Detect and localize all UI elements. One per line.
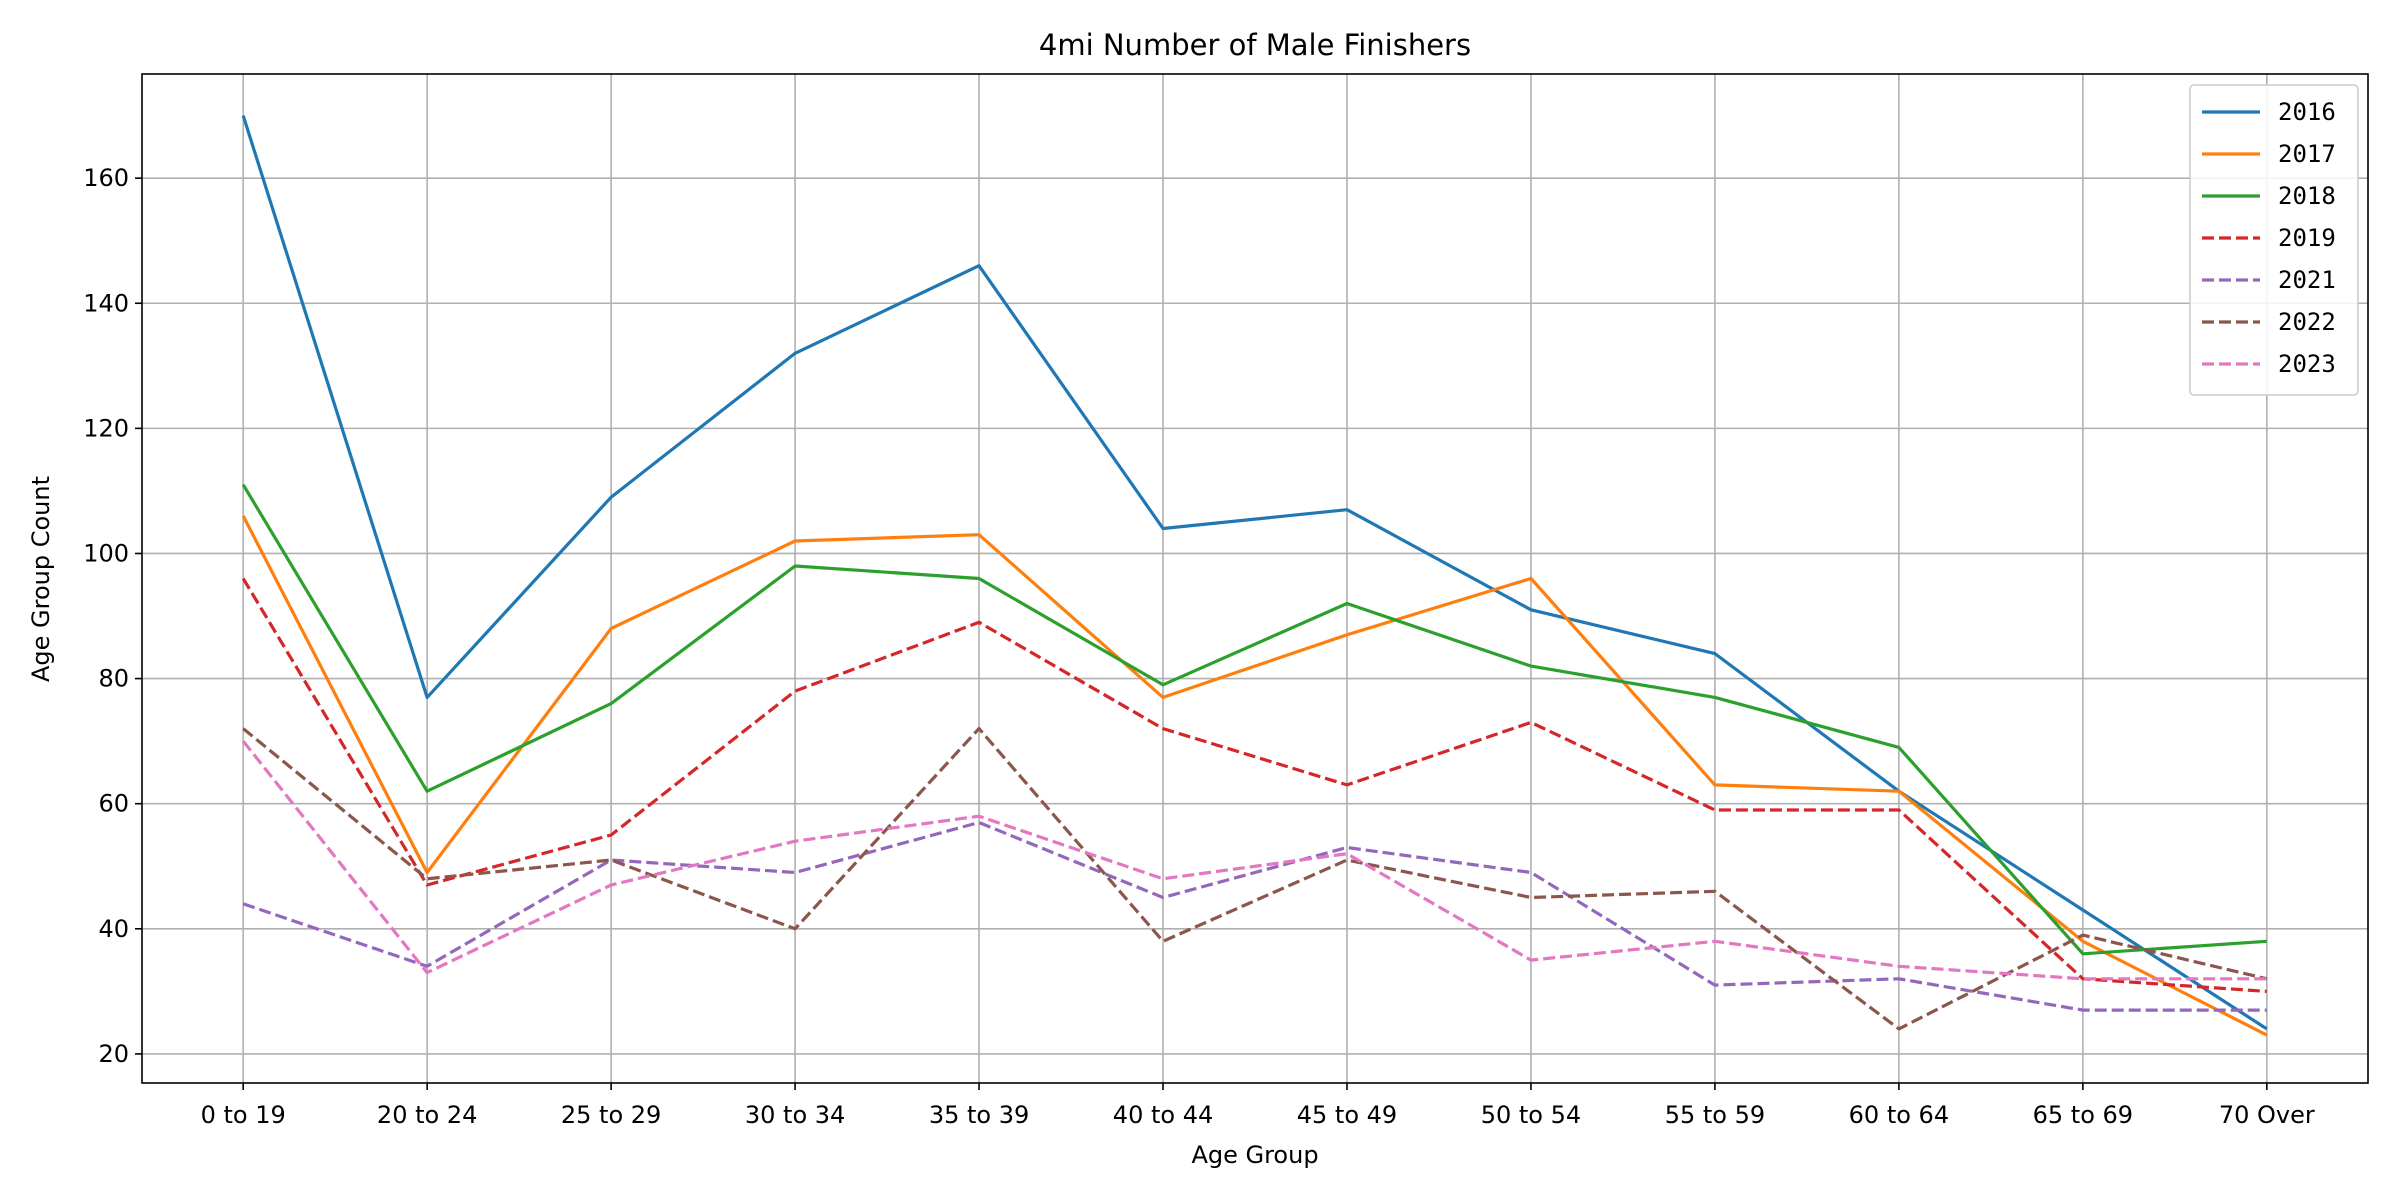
x-tick-label: 35 to 39 — [929, 1101, 1029, 1129]
y-tick-label: 100 — [83, 539, 129, 567]
x-tick-label: 55 to 59 — [1665, 1101, 1765, 1129]
y-tick-label: 80 — [98, 665, 129, 693]
x-tick-label: 45 to 49 — [1297, 1101, 1397, 1129]
y-tick-label: 160 — [83, 164, 129, 192]
legend-label-2017: 2017 — [2278, 140, 2336, 168]
chart-title: 4mi Number of Male Finishers — [1039, 28, 1471, 62]
x-tick-label: 30 to 34 — [745, 1101, 845, 1129]
series-line-2018 — [241, 483, 2267, 956]
series-line-2021 — [242, 820, 2267, 1012]
legend-label-2019: 2019 — [2278, 224, 2336, 252]
y-tick-label: 140 — [83, 289, 129, 317]
plot-frame — [141, 73, 2369, 1084]
legend-label-2022: 2022 — [2278, 308, 2336, 336]
legend-label-2023: 2023 — [2278, 350, 2336, 378]
series-lines — [241, 115, 2268, 1037]
x-tick-label: 50 to 54 — [1481, 1101, 1581, 1129]
series-line-2023 — [241, 740, 2267, 981]
legend-label-2021: 2021 — [2278, 266, 2336, 294]
legend-label-2018: 2018 — [2278, 182, 2336, 210]
grid-lines — [142, 74, 2368, 1083]
legend-label-2016: 2016 — [2278, 98, 2336, 126]
x-axis-ticks: 0 to 19 20 to 24 25 to 29 30 to 34 35 to 39 4… — [201, 1083, 2315, 1129]
x-tick-label: 70 Over — [2219, 1101, 2315, 1129]
y-axis-ticks: 20 40 60 80 100 120 140 160 — [83, 164, 142, 1068]
series-line-2019 — [241, 577, 2267, 993]
y-tick-label: 60 — [98, 790, 129, 818]
y-tick-label: 20 — [98, 1040, 129, 1068]
legend-box — [2189, 84, 2359, 396]
x-tick-label: 20 to 24 — [377, 1101, 477, 1129]
series-line-2022 — [242, 726, 2268, 1031]
x-tick-label: 65 to 69 — [2033, 1101, 2133, 1129]
x-axis-label: Age Group — [1191, 1141, 1318, 1169]
series-line-2017 — [241, 515, 2268, 1037]
y-tick-label: 40 — [98, 915, 129, 943]
y-axis-label: Age Group Count — [27, 476, 55, 682]
y-tick-label: 120 — [83, 414, 129, 442]
x-tick-label: 60 to 64 — [1849, 1101, 1949, 1129]
x-tick-label: 25 to 29 — [561, 1101, 661, 1129]
x-tick-label: 0 to 19 — [201, 1101, 286, 1129]
x-tick-label: 40 to 44 — [1113, 1101, 1213, 1129]
series-line-2016 — [241, 115, 2268, 1031]
legend: 2016 2017 2018 2019 2021 2022 2023 — [2189, 84, 2359, 396]
